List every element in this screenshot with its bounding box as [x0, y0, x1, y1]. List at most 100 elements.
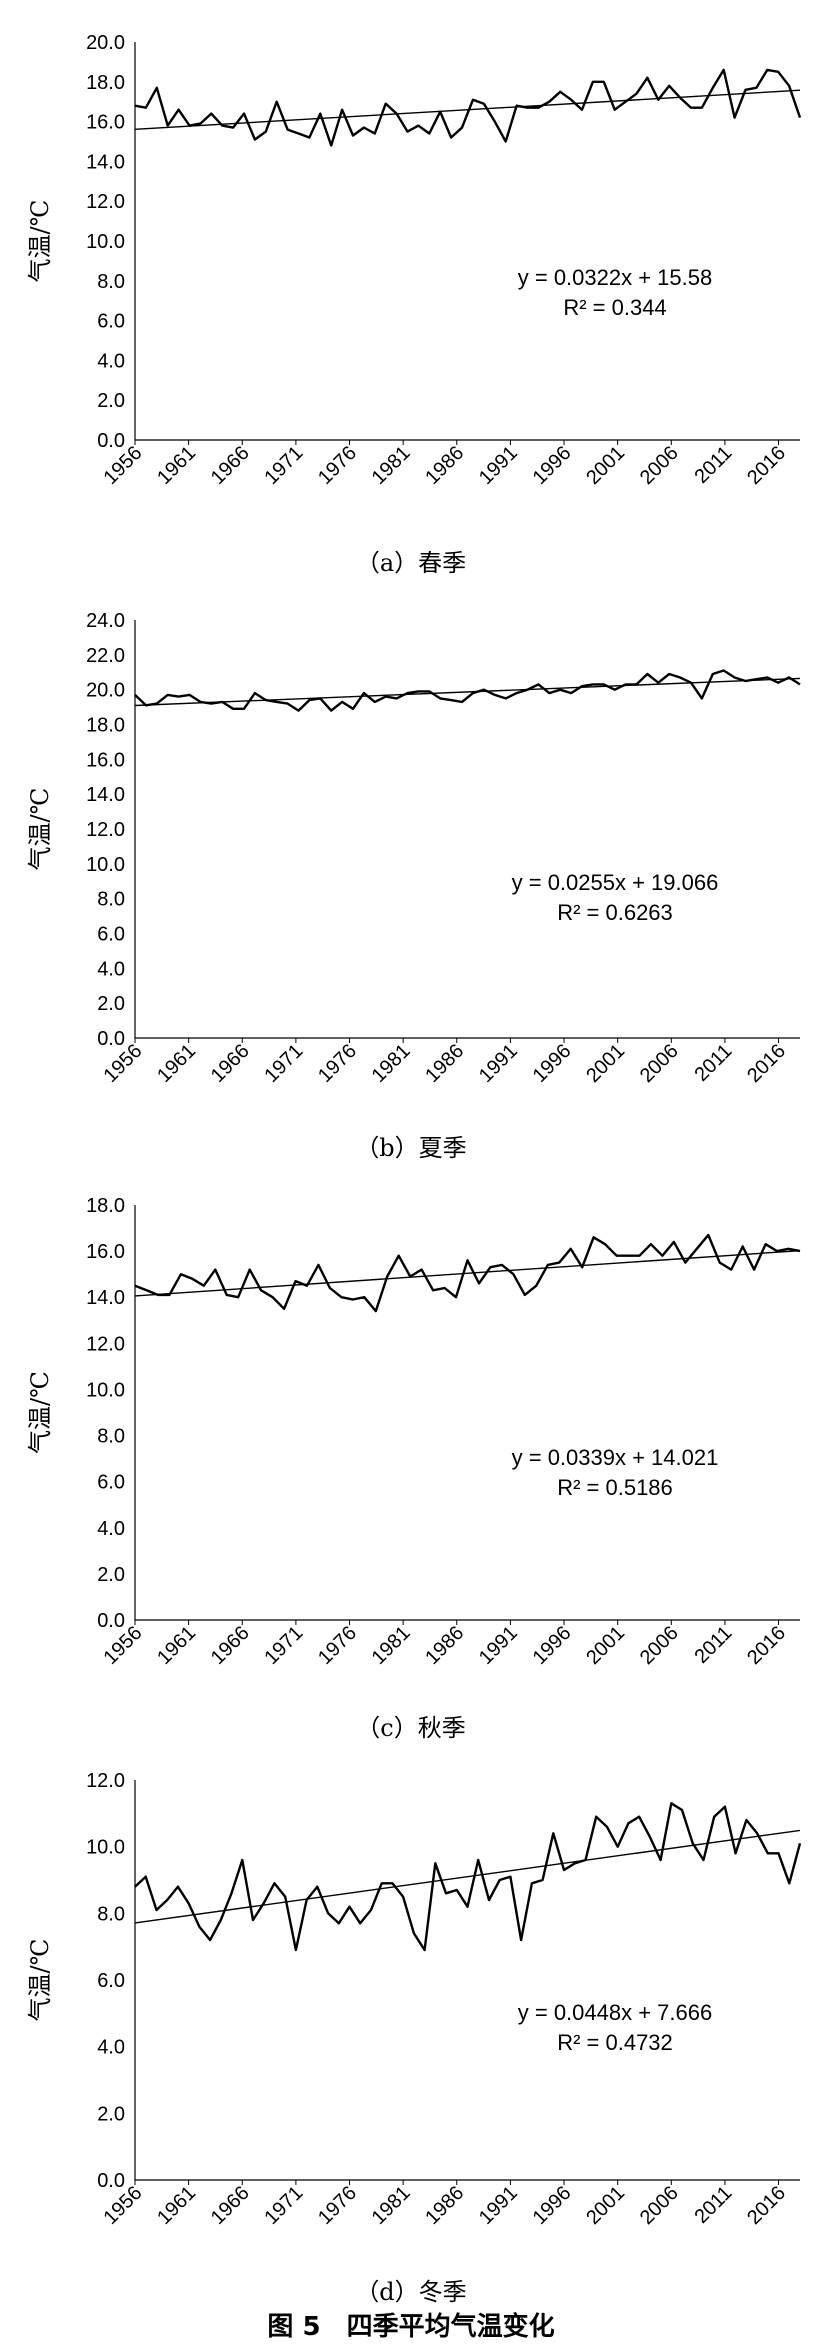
- y-tick-label: 4.0: [97, 1518, 125, 1540]
- x-tick-label: 1971: [260, 1040, 307, 1087]
- x-tick-label: 2001: [582, 2182, 629, 2229]
- x-tick-label: 1976: [314, 1040, 361, 1087]
- y-tick-label: 22.0: [86, 645, 125, 667]
- x-tick-label: 2016: [743, 1622, 790, 1669]
- trendline: [134, 1249, 801, 1297]
- y-tick-label: 10.0: [86, 854, 125, 876]
- y-tick-label: 4.0: [97, 2037, 125, 2059]
- x-tick-label: 2006: [636, 1622, 683, 1669]
- y-axis-label: 气温/℃: [26, 788, 54, 871]
- x-tick-label: 2006: [636, 1040, 683, 1087]
- y-tick-label: 14.0: [86, 1287, 125, 1309]
- x-tick-label: 1986: [421, 1622, 468, 1669]
- trendline: [134, 677, 801, 707]
- caption-b: （b）夏季: [355, 1134, 467, 1162]
- x-tick-label: 2011: [690, 1040, 736, 1086]
- y-tick-label: 12.0: [86, 1333, 125, 1355]
- x-tick-label: 2011: [690, 2182, 736, 2228]
- x-tick-label: 2001: [582, 1622, 629, 1669]
- x-tick-label: 1981: [368, 442, 415, 489]
- x-tick-label: 1976: [314, 2182, 361, 2229]
- y-tick-label: 16.0: [86, 112, 125, 134]
- y-tick-label: 14.0: [86, 784, 125, 806]
- x-tick-label: 1991: [475, 442, 522, 489]
- x-tick-label: 2001: [582, 442, 629, 489]
- y-tick-label: 8.0: [97, 271, 125, 293]
- x-tick-label: 1971: [260, 1622, 307, 1669]
- x-tick-label: 1986: [421, 2182, 468, 2229]
- chart-spring: 0.0 2.0 4.0 6.0 8.0 10.0 12.0 14.0 16.0 18.0 20.0 1…: [26, 32, 802, 489]
- y-tick-label: 20.0: [86, 32, 125, 54]
- y-tick-label: 12.0: [86, 191, 125, 213]
- y-tick-label: 0.0: [97, 1610, 125, 1632]
- x-tick-label: 1981: [368, 2182, 415, 2229]
- x-tick-label: 1966: [207, 2182, 254, 2229]
- y-axis-label: 气温/℃: [26, 1371, 54, 1454]
- x-tick-label: 1961: [153, 1622, 200, 1669]
- trend-equation: y = 0.0448x + 7.666: [518, 2000, 713, 2025]
- x-tick-label: 1961: [153, 2182, 200, 2229]
- trendline: [134, 89, 801, 131]
- y-tick-label: 10.0: [86, 1837, 125, 1859]
- caption-d: （d）冬季: [355, 2278, 467, 2306]
- y-tick-label: 16.0: [86, 1241, 125, 1263]
- x-tick-label: 1966: [207, 1040, 254, 1087]
- trend-equation: y = 0.0322x + 15.58: [518, 265, 713, 290]
- y-tick-label: 2.0: [97, 390, 125, 412]
- panel-summer: 0.0 2.0 4.0 6.0 8.0 10.0 12.0 14.0 16.0 18.0 20.0 2…: [0, 595, 822, 1148]
- x-tick-label: 1996: [529, 2182, 576, 2229]
- x-tick-label: 2016: [743, 2182, 790, 2229]
- y-tick-label: 2.0: [97, 2103, 125, 2125]
- panel-spring: 0.0 2.0 4.0 6.0 8.0 10.0 12.0 14.0 16.0 18.0 20.0 1…: [0, 0, 822, 550]
- y-tick-label: 18.0: [86, 1195, 125, 1217]
- x-tick-label: 2006: [636, 2182, 683, 2229]
- y-tick-label: 2.0: [97, 993, 125, 1015]
- y-tick-label: 0.0: [97, 2170, 125, 2192]
- x-tick-label: 1961: [153, 1040, 200, 1087]
- x-tick-label: 1996: [529, 1622, 576, 1669]
- figure-title: 图 5 四季平均气温变化: [267, 2312, 555, 2342]
- r-squared: R² = 0.4732: [557, 2030, 673, 2055]
- panel-autumn: 0.0 2.0 4.0 6.0 8.0 10.0 12.0 14.0 16.0 18.0 1956 1…: [0, 1173, 822, 1730]
- panel-winter: 0.0 2.0 4.0 6.0 8.0 10.0 12.0 1956 1961 1966 1971 1…: [0, 1748, 822, 2290]
- y-tick-label: 12.0: [86, 1770, 125, 1792]
- y-tick-label: 16.0: [86, 749, 125, 771]
- y-tick-label: 8.0: [97, 1426, 125, 1448]
- x-tick-label: 1996: [529, 442, 576, 489]
- x-tick-label: 2016: [743, 1040, 790, 1087]
- y-tick-label: 10.0: [86, 231, 125, 253]
- x-tick-label: 1961: [153, 442, 200, 489]
- y-tick-label: 8.0: [97, 1903, 125, 1925]
- x-tick-label: 1981: [368, 1040, 415, 1087]
- y-tick-label: 8.0: [97, 889, 125, 911]
- x-tick-label: 1976: [314, 442, 361, 489]
- y-tick-label: 14.0: [86, 151, 125, 173]
- y-axis-label: 气温/℃: [26, 1939, 54, 2022]
- temperature-series-line: [134, 68, 802, 147]
- y-tick-label: 10.0: [86, 1379, 125, 1401]
- y-tick-label: 2.0: [97, 1564, 125, 1586]
- y-tick-label: 6.0: [97, 311, 125, 333]
- y-tick-label: 0.0: [97, 1028, 125, 1050]
- x-tick-label: 1986: [421, 442, 468, 489]
- trendline: [134, 1829, 801, 1924]
- r-squared: R² = 0.6263: [557, 900, 673, 925]
- trend-equation: y = 0.0339x + 14.021: [512, 1445, 719, 1470]
- r-squared: R² = 0.5186: [557, 1475, 673, 1500]
- x-tick-label: 2016: [743, 442, 790, 489]
- chart-summer: 0.0 2.0 4.0 6.0 8.0 10.0 12.0 14.0 16.0 18.0 20.0 2…: [26, 610, 801, 1087]
- x-tick-label: 1981: [368, 1622, 415, 1669]
- temperature-series-line: [134, 1802, 802, 1952]
- x-tick-label: 2011: [690, 1622, 736, 1668]
- x-tick-label: 1971: [260, 442, 307, 489]
- y-tick-label: 18.0: [86, 715, 125, 737]
- y-tick-label: 0.0: [97, 430, 125, 452]
- y-tick-label: 20.0: [86, 680, 125, 702]
- y-tick-label: 18.0: [86, 72, 125, 94]
- x-tick-label: 1971: [260, 2182, 307, 2229]
- x-tick-label: 1966: [207, 1622, 254, 1669]
- y-tick-label: 4.0: [97, 958, 125, 980]
- y-tick-label: 4.0: [97, 350, 125, 372]
